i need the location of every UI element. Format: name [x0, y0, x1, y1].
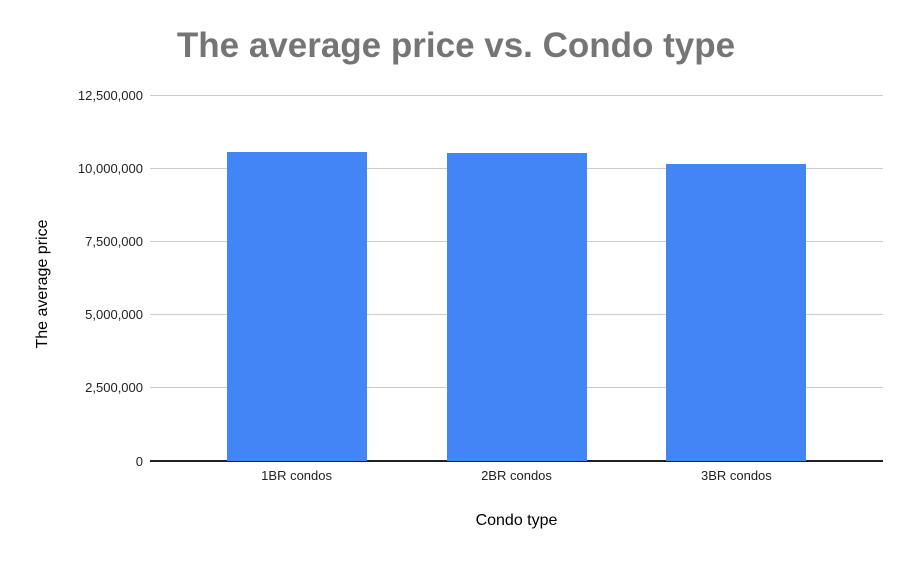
- y-tick-label: 5,000,000: [85, 307, 143, 323]
- plot-area: 0 2,500,000 5,000,000 7,500,000 10,000,000 12…: [78, 88, 883, 483]
- bar-1br-condos: [226, 152, 367, 461]
- bar-2br-condos: [446, 152, 587, 461]
- y-tick-label: 2,500,000: [85, 380, 143, 396]
- x-axis-line: [150, 460, 883, 462]
- y-tick-label: 0: [135, 453, 143, 469]
- y-tick-label: 7,500,000: [85, 233, 143, 249]
- x-tick-label: 2BR condos: [481, 468, 552, 483]
- chart-title: The average price vs. Condo type: [176, 26, 736, 65]
- y-tick-label: 10,000,000: [77, 160, 143, 176]
- x-tick-label: 3BR condos: [700, 468, 772, 483]
- gridline: [150, 94, 883, 96]
- y-tick-label: 12,500,000: [77, 87, 143, 103]
- bar-3br-condos: [666, 164, 807, 461]
- x-axis-title: Condo type: [475, 512, 558, 529]
- x-tick-label: 1BR condos: [261, 468, 332, 483]
